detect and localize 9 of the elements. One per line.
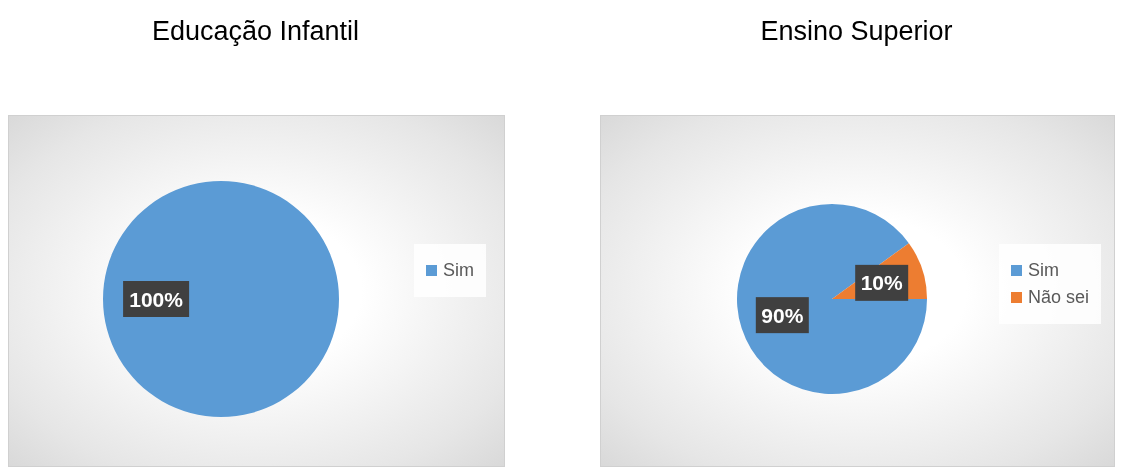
pie-slice [737,204,927,394]
legend-label: Não sei [1028,287,1090,308]
legend-label: Sim [1028,260,1059,281]
data-label: 10% [860,271,904,295]
chart-title: Educação Infantil [150,16,361,47]
legend-label: Sim [443,260,474,281]
chart-title: Ensino Superior [759,16,954,47]
data-label: 100% [129,287,184,311]
data-label: 90% [761,303,804,327]
